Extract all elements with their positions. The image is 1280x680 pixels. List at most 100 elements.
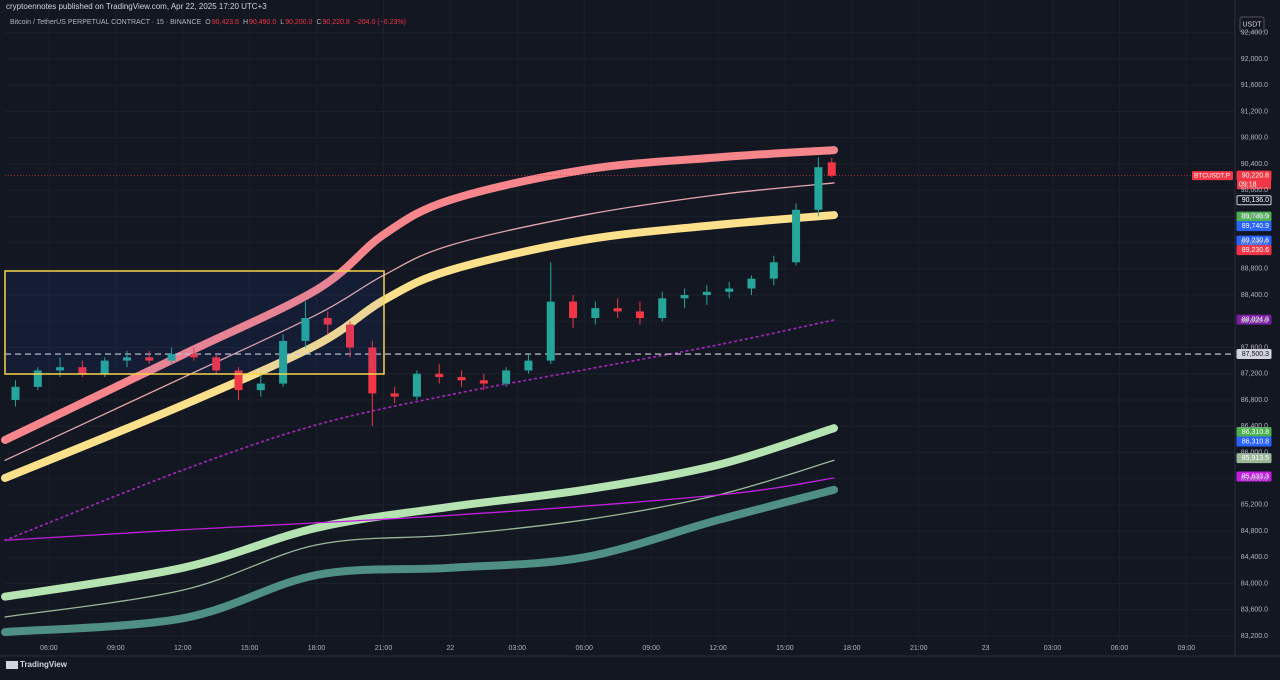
currency-box[interactable]	[1239, 16, 1265, 33]
x-tick-label: 03:00	[1044, 645, 1062, 652]
countdown-box	[1237, 180, 1271, 190]
price-tag-label: 86,310.8	[1242, 438, 1269, 445]
candle-body	[234, 370, 243, 391]
candle-body	[122, 357, 131, 361]
candle-body	[479, 380, 488, 384]
price-tag-label: 85,913.5	[1242, 455, 1269, 462]
candle-body	[100, 360, 109, 374]
brand-logo	[6, 661, 18, 669]
indicator-line	[4, 182, 835, 461]
candle-body	[524, 360, 533, 371]
candle-body	[11, 386, 20, 400]
indicator-line	[1, 424, 838, 601]
price-tag	[1236, 221, 1272, 232]
candle-body	[635, 311, 644, 319]
candle-body	[814, 167, 823, 210]
candle-body	[613, 308, 622, 312]
symbol-tag-box	[1192, 171, 1233, 181]
y-tick-label: 90,400.0	[1241, 161, 1268, 168]
price-tag-label: 85,633.3	[1242, 473, 1269, 480]
y-tick-label: 91,200.0	[1241, 108, 1268, 115]
x-tick-label: 06:00	[575, 645, 593, 652]
price-tag-label: 90,220.8	[1242, 173, 1269, 180]
candle-body	[212, 357, 221, 371]
price-tag	[1236, 453, 1272, 464]
y-tick-label: 84,000.0	[1241, 580, 1268, 587]
y-tick-label: 88,800.0	[1241, 266, 1268, 273]
price-tags: 90,220.8 09:18 BTCUSDT.P 90,136.0 89,740.9 89…	[1192, 170, 1272, 482]
candle-body	[747, 278, 756, 289]
ohlc-value: 90,220.8	[323, 19, 350, 26]
x-tick-label: 12:00	[709, 645, 727, 652]
grid	[5, 0, 1235, 656]
y-tick-label: 88,400.0	[1241, 292, 1268, 299]
x-tick-label: 18:00	[308, 645, 326, 652]
candle-body	[457, 377, 466, 381]
x-tick-label: 18:00	[843, 645, 861, 652]
candle-body	[167, 354, 176, 361]
indicator-line	[1, 146, 838, 444]
candle-body	[279, 340, 288, 384]
change: −204.0 (−0.23%)	[354, 19, 406, 26]
candle-body	[145, 357, 154, 361]
candle-body	[390, 393, 399, 397]
price-tag-label: 90,136.0	[1242, 197, 1269, 204]
zone-box	[4, 270, 385, 375]
candle-body	[256, 383, 265, 391]
price-tag	[1236, 436, 1272, 447]
candle-body	[546, 301, 555, 361]
price-tag-label: 89,740.9	[1242, 223, 1269, 230]
y-tick-label: 83,600.0	[1241, 607, 1268, 614]
price-tag-label: 86,310.8	[1242, 429, 1269, 436]
y-tick-label: 84,400.0	[1241, 554, 1268, 561]
publisher: cryptoennotes published on TradingView.c…	[6, 2, 267, 11]
ohlc-key: L	[280, 19, 284, 26]
candle-body	[189, 354, 198, 358]
countdown: 09:18	[1239, 182, 1257, 189]
y-tick-label: 88,000.0	[1241, 318, 1268, 325]
brand: TradingView	[20, 660, 68, 669]
candle-body	[435, 373, 444, 378]
y-tick-label: 83,200.0	[1241, 633, 1268, 640]
price-tag	[1236, 349, 1272, 360]
price-tag	[1236, 471, 1272, 482]
price-tag-label: 89,230.6	[1242, 247, 1269, 254]
x-tick-label: 06:00	[40, 645, 58, 652]
candle-body	[412, 373, 421, 397]
ohlc-key: O	[205, 19, 211, 26]
price-tag	[1236, 195, 1272, 206]
candle-body	[323, 318, 332, 325]
candle-body	[591, 308, 600, 319]
symbol-tag: BTCUSDT.P	[1194, 172, 1230, 179]
y-tick-label: 86,800.0	[1241, 397, 1268, 404]
ohlc-key: C	[316, 19, 321, 26]
candle-body	[769, 262, 778, 279]
y-tick-label: 86,000.0	[1241, 449, 1268, 456]
ohlc-key: H	[243, 19, 248, 26]
candle-body	[569, 301, 578, 319]
y-tick-label: 84,800.0	[1241, 528, 1268, 535]
y-tick-label: 89,200.0	[1241, 239, 1268, 246]
chart-title: Bitcoin / TetherUS PERPETUAL CONTRACT · …	[10, 19, 202, 26]
candle-body	[702, 291, 711, 296]
x-tick-label: 21:00	[375, 645, 393, 652]
price-tag	[1236, 314, 1272, 325]
ohlc-value: 90,490.0	[249, 19, 276, 26]
candle-body	[792, 209, 801, 263]
x-tick-label: 12:00	[174, 645, 192, 652]
candle-body	[725, 288, 734, 292]
price-tag-label: 89,740.9	[1242, 213, 1269, 220]
x-tick-label: 09:00	[107, 645, 125, 652]
candle-body	[56, 367, 65, 371]
x-tick-label: 06:00	[1111, 645, 1129, 652]
y-tick-label: 87,600.0	[1241, 344, 1268, 351]
price-tag	[1236, 245, 1272, 256]
x-tick-label: 23	[982, 645, 990, 652]
y-tick-label: 92,000.0	[1241, 56, 1268, 63]
candle-body	[368, 347, 377, 394]
plot	[1, 146, 1235, 637]
y-tick-label: 87,200.0	[1241, 371, 1268, 378]
x-tick-label: 09:00	[642, 645, 660, 652]
